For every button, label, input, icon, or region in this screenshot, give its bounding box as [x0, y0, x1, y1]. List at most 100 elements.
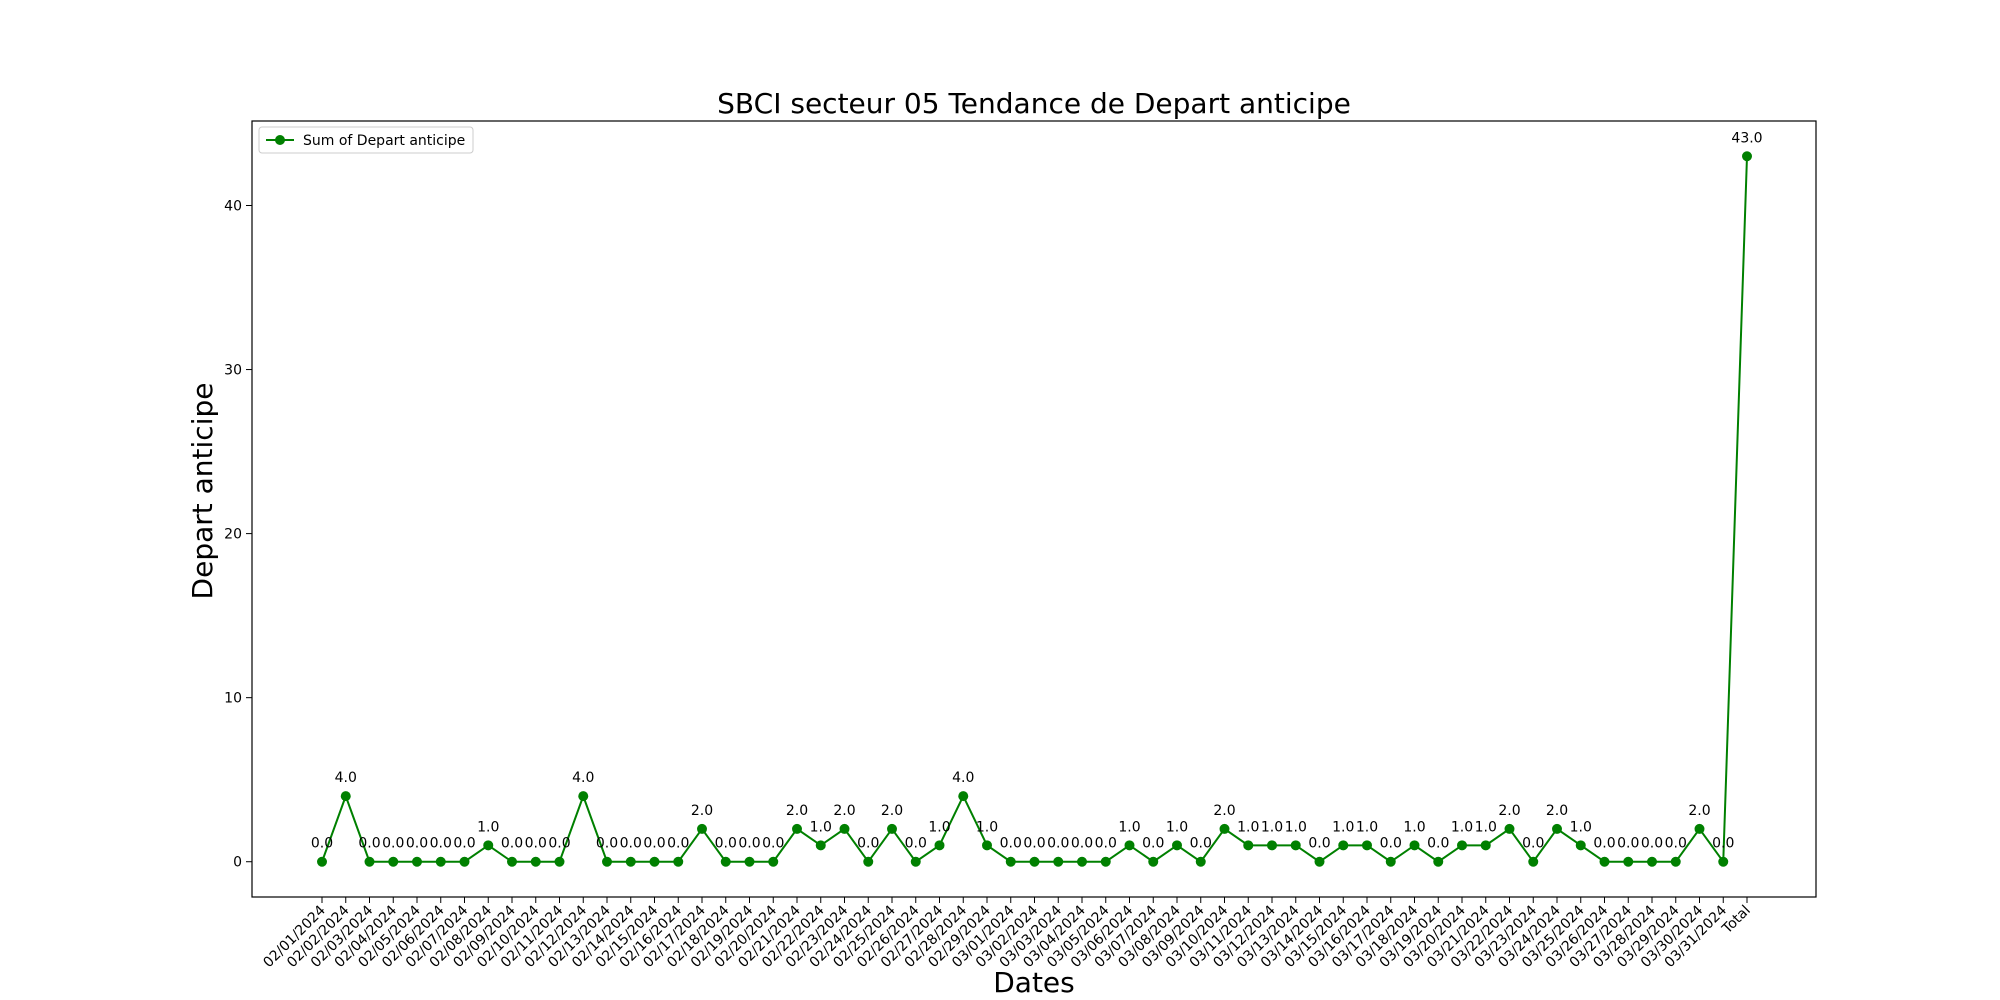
data-label: 2.0	[1546, 803, 1568, 819]
data-point	[720, 856, 731, 867]
data-point	[697, 823, 707, 834]
data-point	[340, 791, 351, 802]
data-label: 4.0	[572, 770, 594, 786]
legend-entry: Sum of Depart anticipe	[303, 133, 465, 149]
data-label: 2.0	[691, 803, 713, 819]
legend-box	[258, 126, 474, 154]
data-label: 0.0	[1380, 836, 1402, 852]
data-point	[364, 856, 375, 867]
data-point	[1148, 856, 1159, 867]
data-point	[815, 840, 826, 851]
data-point	[1457, 840, 1467, 851]
data-point	[530, 856, 541, 867]
plot-area	[251, 120, 1817, 898]
data-point	[863, 856, 874, 867]
data-point	[1100, 856, 1111, 867]
data-point	[649, 856, 660, 867]
data-point	[1005, 856, 1016, 867]
data-point	[1362, 840, 1372, 851]
data-label: 0.0	[1712, 836, 1734, 852]
data-point	[1195, 856, 1206, 867]
data-label: 1.0	[1570, 819, 1592, 835]
data-point	[1480, 840, 1491, 851]
data-label: 2.0	[833, 803, 855, 819]
y-tick-label: 20	[224, 527, 242, 543]
data-label: 0.0	[311, 836, 333, 852]
data-point	[1267, 840, 1277, 851]
data-point	[958, 791, 969, 802]
data-label: 1.0	[1403, 819, 1425, 835]
data-label: 2.0	[786, 803, 808, 819]
data-label: 1.0	[1285, 819, 1307, 835]
data-label: 1.0	[1118, 819, 1140, 835]
data-point	[1552, 823, 1562, 834]
chart-title: SBCI secteur 05 Tendance de Depart antic…	[717, 87, 1351, 120]
data-label: 0.0	[1593, 836, 1615, 852]
data-point	[317, 856, 327, 867]
data-label: 0.0	[1023, 836, 1045, 852]
data-point	[1623, 856, 1634, 867]
data-point	[934, 840, 945, 851]
data-point	[982, 840, 992, 851]
data-point	[1575, 840, 1586, 851]
data-point	[792, 823, 802, 834]
data-label: 0.0	[382, 836, 404, 852]
data-point	[625, 856, 636, 867]
data-label: 2.0	[881, 803, 903, 819]
data-label: 0.0	[1522, 836, 1544, 852]
data-point	[1172, 840, 1182, 851]
data-label: 1.0	[810, 819, 832, 835]
data-point	[554, 856, 565, 867]
data-label: 2.0	[1213, 803, 1235, 819]
data-label: 0.0	[430, 836, 452, 852]
data-label: 1.0	[477, 819, 499, 835]
data-point	[1124, 840, 1135, 851]
data-point	[412, 856, 422, 867]
data-label: 43.0	[1731, 130, 1762, 146]
data-label: 0.0	[857, 836, 879, 852]
data-label: 1.0	[1332, 819, 1354, 835]
data-point	[1742, 151, 1752, 162]
data-point	[1528, 856, 1539, 867]
data-label: 0.0	[1142, 836, 1164, 852]
data-label: 1.0	[1356, 819, 1378, 835]
data-label: 0.0	[620, 836, 642, 852]
data-label: 0.0	[548, 836, 570, 852]
data-label: 1.0	[1451, 819, 1473, 835]
data-label: 2.0	[1688, 803, 1710, 819]
data-point	[388, 856, 399, 867]
data-point	[1647, 856, 1657, 867]
data-point	[1290, 840, 1301, 851]
data-label: 0.0	[501, 836, 523, 852]
data-label: 0.0	[667, 836, 689, 852]
data-point	[1219, 823, 1230, 834]
data-point	[887, 823, 897, 834]
data-point	[744, 856, 755, 867]
data-point	[1385, 856, 1396, 867]
data-point	[1053, 856, 1064, 867]
data-label: 0.0	[453, 836, 475, 852]
data-label: 1.0	[1475, 819, 1497, 835]
legend: Sum of Depart anticipe	[258, 126, 474, 154]
data-point	[1029, 856, 1040, 867]
data-point	[910, 856, 921, 867]
data-point	[768, 856, 779, 867]
data-label: 0.0	[525, 836, 547, 852]
data-point	[1338, 840, 1349, 851]
data-label: 0.0	[358, 836, 380, 852]
data-label: 0.0	[1665, 836, 1687, 852]
data-labels: 0.04.00.0 0.0 0.0 0.0 0.01.00.0 0.0 0.04.00.0 0…	[311, 130, 1763, 851]
data-label: 0.0	[738, 836, 760, 852]
y-axis: 0 10 20 30 40	[224, 198, 252, 871]
data-label: 0.0	[905, 836, 927, 852]
data-point	[578, 791, 589, 802]
x-axis: 02/01/202402/02/202402/03/202402/04/2024…	[260, 897, 1754, 971]
data-point	[1433, 856, 1444, 867]
data-point	[1409, 840, 1420, 851]
data-label: 0.0	[1095, 836, 1117, 852]
data-label: 1.0	[976, 819, 998, 835]
data-label: 1.0	[1261, 819, 1283, 835]
data-point	[1718, 856, 1729, 867]
data-label: 1.0	[1166, 819, 1188, 835]
